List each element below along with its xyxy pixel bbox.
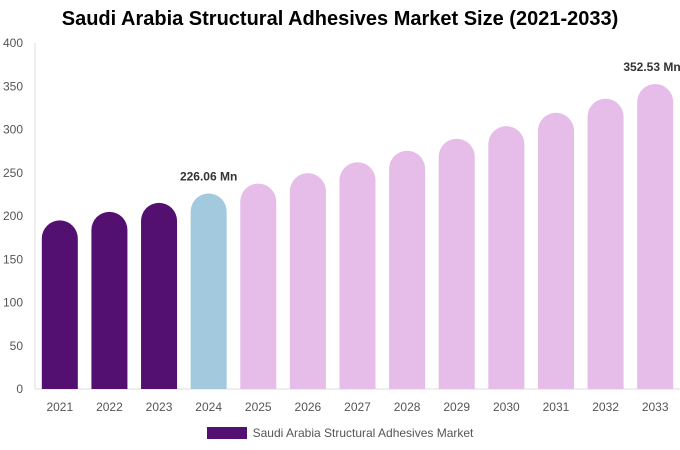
data-label-2033: 352.53 Mn [623,60,680,74]
y-tick-label: 200 [3,209,23,223]
x-tick-label: 2026 [295,400,322,414]
y-tick-label: 100 [3,296,23,310]
legend: Saudi Arabia Structural Adhesives Market [0,426,680,440]
bar-2021 [41,220,78,389]
bar-2026 [289,173,326,389]
x-tick-label: 2023 [146,400,173,414]
x-tick-label: 2024 [195,400,222,414]
x-tick-label: 2031 [543,400,570,414]
y-tick-label: 300 [3,123,23,137]
x-tick-label: 2032 [592,400,619,414]
bar-2025 [240,183,277,389]
x-tick-label: 2027 [344,400,371,414]
y-tick-label: 250 [3,166,23,180]
bar-2029 [438,138,475,389]
y-tick-label: 0 [16,382,23,396]
bar-2023 [141,202,178,389]
y-tick-label: 50 [10,339,24,353]
x-tick-label: 2030 [493,400,520,414]
x-tick-label: 2028 [394,400,421,414]
y-tick-label: 400 [3,36,23,50]
bar-2030 [488,126,525,389]
data-label-2024: 226.06 Mn [180,169,237,183]
chart-title: Saudi Arabia Structural Adhesives Market… [61,8,619,30]
x-tick-label: 2029 [443,400,470,414]
bar-2028 [389,150,426,389]
x-tick-label: 2021 [46,400,73,414]
bar-2027 [339,162,376,389]
x-tick-label: 2025 [245,400,272,414]
bar-2031 [537,112,574,390]
x-tick-label: 2033 [642,400,669,414]
x-tick-label: 2022 [96,400,123,414]
legend-swatch [206,427,247,439]
bar-2024 [190,193,227,389]
bar-2032 [587,98,624,389]
bar-2033 [637,84,674,389]
bar-2022 [91,211,128,389]
y-tick-label: 150 [3,252,23,266]
legend-label: Saudi Arabia Structural Adhesives Market [252,426,474,440]
y-tick-label: 350 [3,79,23,93]
